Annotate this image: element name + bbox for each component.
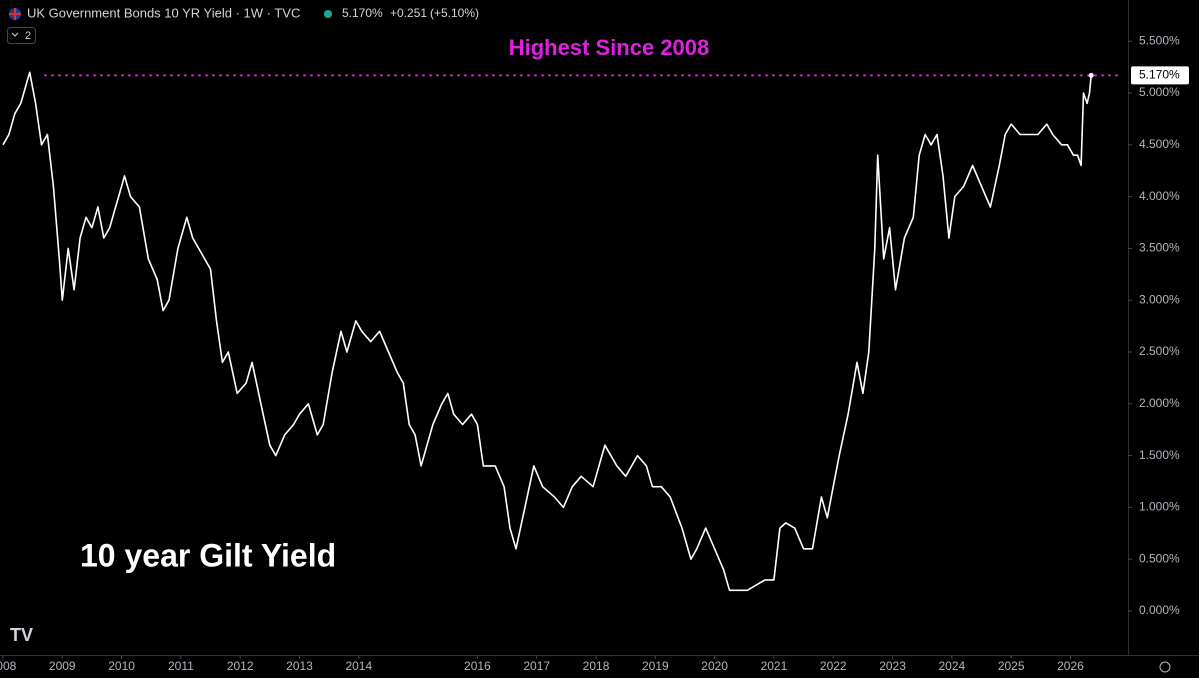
x-tick-label: 2020 <box>701 659 728 673</box>
x-tick-label: 2013 <box>286 659 313 673</box>
x-tick-label: 2024 <box>939 659 966 673</box>
price-label-box <box>1131 66 1189 85</box>
x-tick-label: 2026 <box>1057 659 1084 673</box>
y-tick-label: 5.500% <box>1139 33 1180 47</box>
price-label: 5.170% <box>1139 68 1180 82</box>
chart-label: 10 year Gilt Yield <box>80 537 336 573</box>
x-tick-label: 2009 <box>49 659 76 673</box>
y-tick-label: 5.000% <box>1139 85 1180 99</box>
change-pct: (+5.10%) <box>430 6 479 20</box>
x-tick-label: 2014 <box>345 659 372 673</box>
x-tick-label: 2019 <box>642 659 669 673</box>
x-tick-label: 2012 <box>227 659 254 673</box>
y-tick-label: 3.500% <box>1139 241 1180 255</box>
change: +0.251 <box>390 6 427 20</box>
y-tick-label: 0.000% <box>1139 603 1180 617</box>
x-tick-label: 2023 <box>879 659 906 673</box>
y-tick-label: 1.500% <box>1139 448 1180 462</box>
last-point <box>1088 72 1094 78</box>
y-tick-label: 1.000% <box>1139 500 1180 514</box>
settings-icon[interactable] <box>1159 661 1171 673</box>
y-tick-label: 0.500% <box>1139 551 1180 565</box>
flag-cross <box>9 8 21 20</box>
annotation: Highest Since 2008 <box>509 35 710 60</box>
x-tick-label: 2016 <box>464 659 491 673</box>
status-dot <box>324 10 332 18</box>
x-tick-label: 2018 <box>583 659 610 673</box>
y-tick-label: 2.000% <box>1139 396 1180 410</box>
x-tick-label: 2010 <box>108 659 135 673</box>
yield-line <box>2 71 1092 592</box>
y-tick-label: 4.000% <box>1139 189 1180 203</box>
x-tick-label: 2021 <box>761 659 788 673</box>
logo: TV <box>10 625 33 645</box>
last-price: 5.170% <box>342 6 383 20</box>
indicator-count[interactable]: 2 <box>25 30 31 42</box>
chevron <box>11 32 19 37</box>
x-tick-label: 2025 <box>998 659 1025 673</box>
x-tick-label: 2008 <box>0 659 17 673</box>
symbol-title: UK Government Bonds 10 YR Yield · 1W · T… <box>27 5 300 20</box>
y-tick-label: 2.500% <box>1139 344 1180 358</box>
indicator-toggle[interactable] <box>7 27 36 44</box>
x-tick-label: 2022 <box>820 659 847 673</box>
y-tick-label: 4.500% <box>1139 137 1180 151</box>
x-tick-label: 2017 <box>523 659 550 673</box>
x-tick-label: 2011 <box>168 659 194 673</box>
y-tick-label: 3.000% <box>1139 292 1180 306</box>
